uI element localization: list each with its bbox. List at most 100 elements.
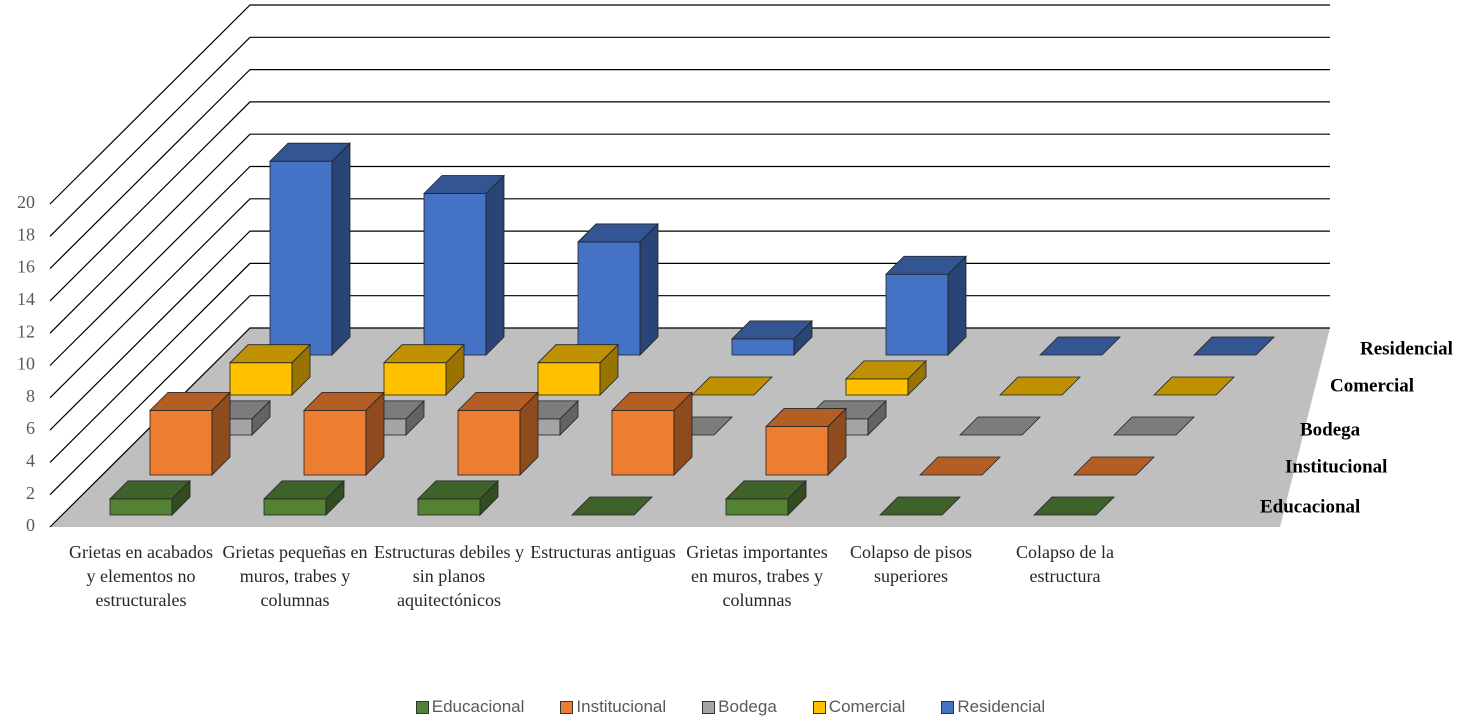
bar (303, 391, 385, 476)
bar (423, 174, 505, 356)
bar-front (725, 498, 789, 516)
bar-top (885, 255, 967, 275)
bar (885, 255, 967, 356)
legend-item: Institucional (560, 697, 666, 717)
bar (1033, 496, 1115, 516)
series-axis-label: Educacional (1260, 496, 1360, 517)
bar-top (577, 223, 659, 243)
grid-line (49, 36, 1330, 237)
bar-top (879, 496, 961, 516)
bar (269, 142, 351, 356)
x-tick-label: Grietas pequeñas en muros, trabes y colu… (222, 542, 368, 610)
legend: Educacional Institucional Bodega Comercial R… (0, 697, 1461, 717)
bar (577, 222, 659, 356)
bar (1113, 416, 1195, 436)
legend-label: Bodega (718, 697, 777, 716)
bar-front (263, 498, 327, 516)
x-tick-label: Grietas importantes en muros, trabes y c… (686, 542, 828, 610)
bar-front (885, 273, 949, 356)
bar (845, 359, 927, 396)
bar-front (109, 498, 173, 516)
bar-top (457, 391, 539, 411)
x-tick-label: Colapso de la estructura (1016, 542, 1114, 586)
bar-top (1113, 416, 1195, 436)
bar (765, 407, 847, 476)
grid-line (49, 133, 1330, 334)
bar-front (577, 241, 641, 356)
bar-side (485, 174, 505, 356)
bar (731, 319, 813, 356)
bar-front (765, 426, 829, 476)
bar-top (537, 344, 619, 364)
bar-top (765, 408, 847, 427)
bar (1193, 336, 1275, 356)
bar (149, 391, 231, 476)
bar-top (417, 480, 499, 500)
series-axis-label: Bodega (1300, 419, 1361, 440)
bar-top (1073, 456, 1155, 476)
x-tick-label: Colapso de pisos superiores (849, 542, 972, 586)
y-tick-label: 18 (17, 224, 35, 244)
y-tick-label: 14 (17, 289, 35, 309)
bar-front (229, 362, 293, 396)
bar-top (1033, 496, 1115, 516)
grid-line (49, 262, 1330, 463)
legend-item: Comercial (812, 697, 906, 717)
y-tick-label: 12 (17, 321, 35, 341)
grid-line (49, 101, 1330, 302)
grid-line (49, 230, 1330, 431)
bar-top (731, 320, 813, 340)
legend-label: Institucional (576, 697, 667, 716)
bar (1153, 376, 1235, 396)
bar-top (571, 496, 653, 516)
bar-top (109, 480, 191, 500)
grid-line (49, 165, 1330, 366)
legend-swatch (812, 700, 826, 714)
bar-top (263, 480, 345, 500)
bar-front (845, 378, 909, 396)
bar (109, 479, 191, 516)
bar-front (423, 193, 487, 356)
bar-top (919, 456, 1001, 476)
y-tick-label: 0 (26, 515, 35, 535)
bar (263, 479, 345, 516)
x-tick-label: Estructuras antiguas (530, 542, 676, 562)
bar-top (1153, 376, 1235, 396)
bar (457, 391, 539, 476)
bar (229, 343, 311, 396)
bar (537, 343, 619, 396)
legend-swatch (941, 700, 955, 714)
bar-top (959, 416, 1041, 436)
bar-top (149, 391, 231, 411)
y-tick-label: 8 (26, 386, 35, 406)
y-tick-label: 4 (26, 451, 35, 471)
grid-line (49, 4, 1330, 205)
y-tick-label: 10 (17, 354, 35, 374)
x-tick-label: Estructuras debiles y sin planos aquitec… (374, 542, 524, 610)
legend-label: Residencial (957, 697, 1046, 716)
bar-top (303, 391, 385, 411)
bar-top (383, 344, 465, 364)
bar-top (845, 360, 927, 380)
series-axis-label: Residencial (1360, 338, 1453, 359)
bar (919, 456, 1001, 476)
series-axis-label: Institucional (1285, 456, 1387, 477)
bar-front (417, 498, 481, 516)
legend-swatch (702, 700, 716, 714)
bar (383, 343, 465, 396)
bar (999, 376, 1081, 396)
legend-label: Comercial (828, 697, 906, 716)
bar-front (303, 409, 367, 476)
x-tick-label: Grietas en acabados y elementos no estru… (69, 542, 213, 610)
bar-front (731, 338, 795, 356)
bar (417, 479, 499, 516)
bar-top (1193, 336, 1275, 356)
bar-front (537, 362, 601, 396)
y-tick-label: 6 (26, 418, 35, 438)
bar (611, 391, 693, 476)
bar-side (331, 142, 351, 356)
grid-line (49, 198, 1330, 399)
bar-top (691, 376, 773, 396)
